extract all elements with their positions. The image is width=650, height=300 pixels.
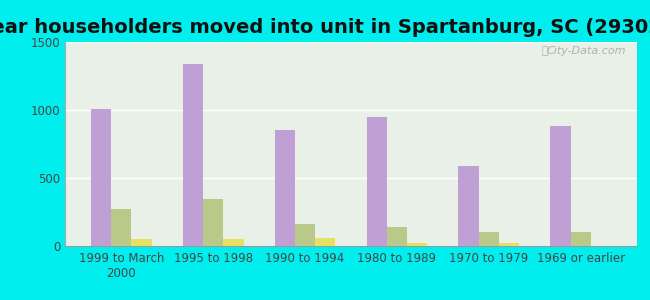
Bar [367,117,387,246]
Text: City-Data.com: City-Data.com [546,46,625,56]
Bar [91,109,111,246]
Bar [387,227,407,246]
Bar [183,64,203,246]
Bar [111,208,131,246]
Bar [295,224,315,246]
Bar [458,166,478,246]
Bar [131,238,151,246]
Bar [478,232,499,246]
Bar [499,243,519,246]
Bar [224,239,244,246]
Text: ⓘ: ⓘ [541,46,549,56]
Text: Year householders moved into unit in Spartanburg, SC (29302): Year householders moved into unit in Spa… [0,18,650,37]
Bar [551,126,571,246]
Bar [275,130,295,246]
Bar [571,232,591,246]
Bar [407,243,427,246]
Bar [315,238,335,246]
Bar [203,199,224,246]
